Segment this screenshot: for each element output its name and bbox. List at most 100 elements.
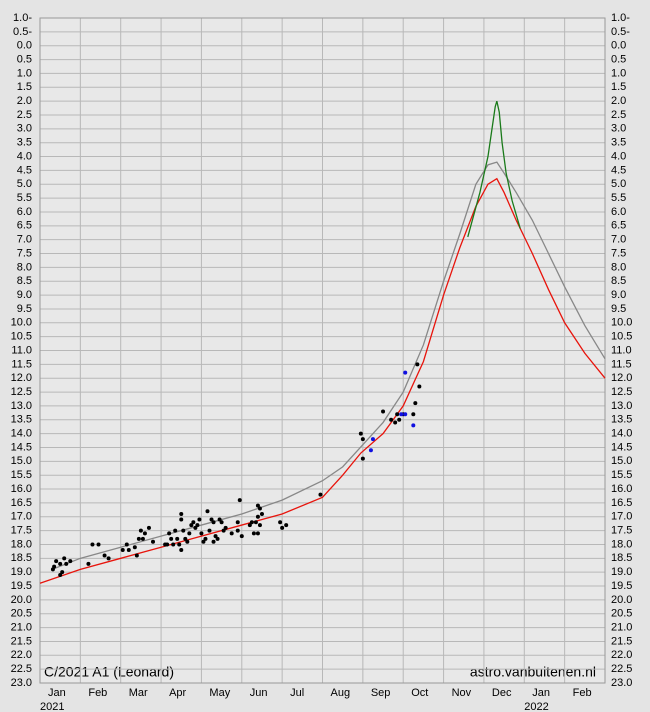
y2-tick-label: 0.0: [611, 40, 626, 52]
year-label: 2021: [40, 701, 64, 712]
observation: [211, 520, 216, 525]
observation: [205, 509, 210, 514]
y2-tick-label: 12.0: [611, 372, 632, 384]
y2-tick-label: 5.5: [611, 192, 626, 204]
y2-tick-label: 1.5: [611, 81, 626, 93]
observation: [207, 528, 212, 533]
observation: [253, 520, 258, 525]
y2-tick-label: 22.0: [611, 649, 632, 661]
observation: [417, 384, 422, 389]
observation: [397, 417, 402, 422]
y2-tick-label: 16.5: [611, 497, 632, 509]
x-tick-label: Nov: [452, 687, 472, 699]
observation: [217, 517, 222, 522]
y2-tick-label: 17.0: [611, 511, 632, 523]
observation: [255, 531, 260, 536]
observation: [209, 517, 214, 522]
y-tick-label: 11.5: [11, 358, 32, 370]
y-tick-label: 22.5: [11, 663, 32, 675]
observation: [399, 412, 404, 417]
y-tick-label: 22.0: [11, 649, 32, 661]
observation: [251, 531, 256, 536]
y2-tick-label: 3.0: [611, 123, 626, 135]
observation: [284, 523, 289, 528]
observation: [235, 520, 240, 525]
y-tick-label: 6.5: [17, 220, 32, 232]
observation: [211, 539, 216, 544]
y2-tick-label: 18.0: [611, 538, 632, 550]
observation: [58, 572, 63, 577]
observation: [191, 520, 196, 525]
observation: [381, 409, 386, 414]
y2-tick-label: 6.5: [611, 220, 626, 232]
y-tick-label: 5.5: [17, 192, 32, 204]
y2-tick-label: 21.0: [611, 621, 632, 633]
y2-tick-label: 14.5: [611, 441, 632, 453]
observation: [195, 523, 200, 528]
y-tick-label: 9.5: [17, 303, 32, 315]
y-tick-label: 21.0: [11, 621, 32, 633]
x-tick-label: Apr: [169, 687, 186, 699]
y-tick-label: 18.0: [11, 538, 32, 550]
y-tick-label: 2.0: [17, 95, 32, 107]
y-tick-label: 0.0: [17, 40, 32, 52]
observation: [368, 448, 373, 453]
y2-tick-label: 19.0: [611, 566, 632, 578]
y-tick-label: 15.5: [11, 469, 32, 481]
y-tick-label: 10.5: [11, 331, 32, 343]
y-tick-label: 20.0: [11, 594, 32, 606]
observation: [181, 528, 186, 533]
observation: [411, 412, 416, 417]
y-tick-label: 16.5: [11, 497, 32, 509]
y-tick-label: 9.0: [17, 289, 32, 301]
y2-tick-label: 14.0: [611, 428, 632, 440]
observation: [60, 570, 65, 575]
y-tick-label: 14.5: [11, 441, 32, 453]
y2-tick-label: 20.0: [611, 594, 632, 606]
x-tick-label: Aug: [331, 687, 351, 699]
observation: [62, 556, 67, 561]
observation: [175, 536, 180, 541]
observation: [179, 517, 184, 522]
y-tick-label: 1.0-: [13, 12, 32, 24]
year-label: 2022: [524, 701, 548, 712]
y2-tick-label: 9.0: [611, 289, 626, 301]
observation: [370, 437, 375, 442]
y-tick-label: 3.0: [17, 123, 32, 135]
y-tick-label: 11.0: [11, 344, 32, 356]
observation: [221, 528, 226, 533]
observation: [255, 503, 260, 508]
y2-tick-label: 7.0: [611, 234, 626, 246]
y-tick-label: 5.0: [17, 178, 32, 190]
y2-tick-label: 9.5: [611, 303, 626, 315]
observation: [247, 523, 252, 528]
plot-frame: [39, 17, 606, 684]
observation: [415, 362, 420, 367]
observation: [360, 437, 365, 442]
y-tick-label: 0.5-: [13, 26, 32, 38]
y-tick-label: 19.0: [11, 566, 32, 578]
y2-tick-label: 20.5: [611, 608, 632, 620]
observation: [280, 525, 285, 530]
observation: [165, 542, 170, 547]
y-tick-label: 8.0: [17, 261, 32, 273]
y2-tick-label: 4.0: [611, 150, 626, 162]
y-tick-label: 6.0: [17, 206, 32, 218]
y-tick-label: 16.0: [11, 483, 32, 495]
observation: [52, 564, 57, 569]
y2-tick-label: 2.5: [611, 109, 626, 121]
observation: [411, 423, 416, 428]
observation: [177, 542, 182, 547]
observation: [187, 531, 192, 536]
observation: [86, 561, 91, 566]
y2-tick-label: 1.0: [611, 67, 626, 79]
y2-tick-label: 2.0: [611, 95, 626, 107]
observation: [142, 531, 147, 536]
observation: [169, 536, 174, 541]
observation: [146, 525, 151, 530]
observation: [318, 492, 323, 497]
observation: [358, 431, 363, 436]
y2-tick-label: 19.5: [611, 580, 632, 592]
y2-tick-label: 17.5: [611, 525, 632, 537]
